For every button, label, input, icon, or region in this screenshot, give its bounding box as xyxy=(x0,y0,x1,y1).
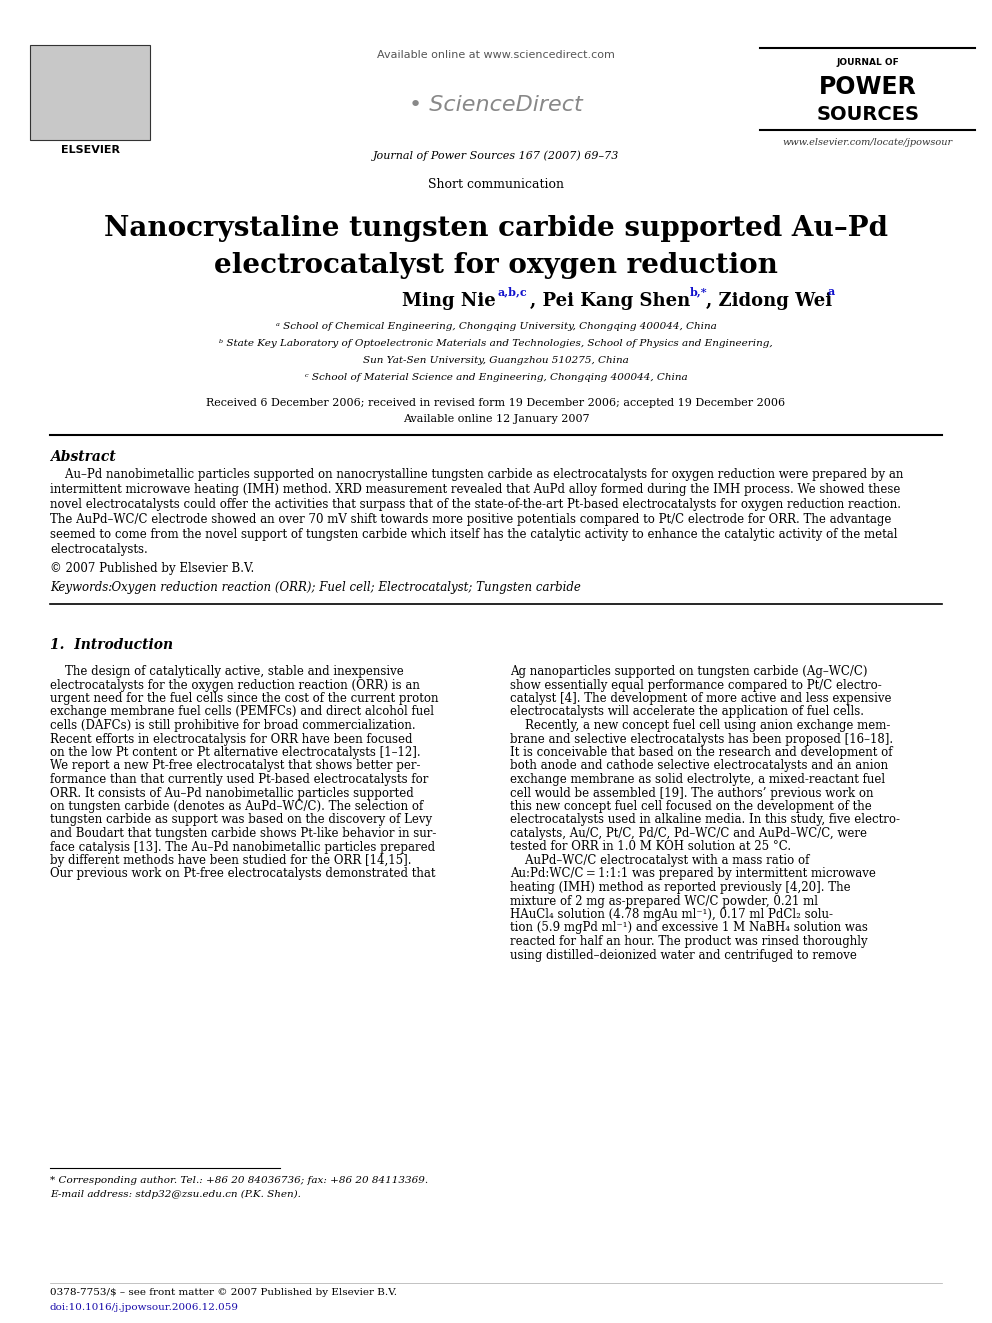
Text: • ScienceDirect: • ScienceDirect xyxy=(409,95,583,115)
Text: cell would be assembled [19]. The authors’ previous work on: cell would be assembled [19]. The author… xyxy=(510,786,874,799)
Text: face catalysis [13]. The Au–Pd nanobimetallic particles prepared: face catalysis [13]. The Au–Pd nanobimet… xyxy=(50,840,435,853)
Text: Received 6 December 2006; received in revised form 19 December 2006; accepted 19: Received 6 December 2006; received in re… xyxy=(206,398,786,407)
Text: The AuPd–WC/C electrode showed an over 70 mV shift towards more positive potenti: The AuPd–WC/C electrode showed an over 7… xyxy=(50,513,892,527)
Text: Abstract: Abstract xyxy=(50,450,116,464)
Text: ᶜ School of Material Science and Engineering, Chongqing 400044, China: ᶜ School of Material Science and Enginee… xyxy=(305,373,687,382)
Text: ᵃ School of Chemical Engineering, Chongqing University, Chongqing 400044, China: ᵃ School of Chemical Engineering, Chongq… xyxy=(276,321,716,331)
Text: using distilled–deionized water and centrifuged to remove: using distilled–deionized water and cent… xyxy=(510,949,857,962)
Text: ᵇ State Key Laboratory of Optoelectronic Materials and Technologies, School of P: ᵇ State Key Laboratory of Optoelectronic… xyxy=(219,339,773,348)
Text: formance than that currently used Pt-based electrocatalysts for: formance than that currently used Pt-bas… xyxy=(50,773,429,786)
Text: © 2007 Published by Elsevier B.V.: © 2007 Published by Elsevier B.V. xyxy=(50,562,254,576)
Bar xyxy=(30,45,150,140)
Text: catalyst [4]. The development of more active and less expensive: catalyst [4]. The development of more ac… xyxy=(510,692,892,705)
Text: novel electrocatalysts could offer the activities that surpass that of the state: novel electrocatalysts could offer the a… xyxy=(50,497,901,511)
Text: tion (5.9 mgPd ml⁻¹) and excessive 1 M NaBH₄ solution was: tion (5.9 mgPd ml⁻¹) and excessive 1 M N… xyxy=(510,922,868,934)
Text: ELSEVIER: ELSEVIER xyxy=(61,146,119,155)
Text: heating (IMH) method as reported previously [4,20]. The: heating (IMH) method as reported previou… xyxy=(510,881,850,894)
Text: Sun Yat-Sen University, Guangzhou 510275, China: Sun Yat-Sen University, Guangzhou 510275… xyxy=(363,356,629,365)
Text: POWER: POWER xyxy=(819,75,917,99)
Text: SOURCES: SOURCES xyxy=(816,105,920,124)
Text: ORR. It consists of Au–Pd nanobimetallic particles supported: ORR. It consists of Au–Pd nanobimetallic… xyxy=(50,786,414,799)
Text: Ming Nie: Ming Nie xyxy=(402,292,496,310)
Text: reacted for half an hour. The product was rinsed thoroughly: reacted for half an hour. The product wa… xyxy=(510,935,868,949)
Text: It is conceivable that based on the research and development of: It is conceivable that based on the rese… xyxy=(510,746,893,759)
Text: HAuCl₄ solution (4.78 mgAu ml⁻¹), 0.17 ml PdCl₂ solu-: HAuCl₄ solution (4.78 mgAu ml⁻¹), 0.17 m… xyxy=(510,908,833,921)
Text: The design of catalytically active, stable and inexpensive: The design of catalytically active, stab… xyxy=(50,665,404,677)
Text: brane and selective electrocatalysts has been proposed [16–18].: brane and selective electrocatalysts has… xyxy=(510,733,893,745)
Text: b,*: b,* xyxy=(690,286,707,296)
Text: Recent efforts in electrocatalysis for ORR have been focused: Recent efforts in electrocatalysis for O… xyxy=(50,733,413,745)
Text: 0378-7753/$ – see front matter © 2007 Published by Elsevier B.V.: 0378-7753/$ – see front matter © 2007 Pu… xyxy=(50,1289,397,1297)
Text: tungsten carbide as support was based on the discovery of Levy: tungsten carbide as support was based on… xyxy=(50,814,433,827)
Text: a,b,c: a,b,c xyxy=(497,286,527,296)
Text: exchange membrane as solid electrolyte, a mixed-reactant fuel: exchange membrane as solid electrolyte, … xyxy=(510,773,885,786)
Text: Short communication: Short communication xyxy=(428,179,564,191)
Text: this new concept fuel cell focused on the development of the: this new concept fuel cell focused on th… xyxy=(510,800,872,814)
Text: , Zidong Wei: , Zidong Wei xyxy=(706,292,832,310)
Text: both anode and cathode selective electrocatalysts and an anion: both anode and cathode selective electro… xyxy=(510,759,888,773)
Text: exchange membrane fuel cells (PEMFCs) and direct alcohol fuel: exchange membrane fuel cells (PEMFCs) an… xyxy=(50,705,434,718)
Text: electrocatalyst for oxygen reduction: electrocatalyst for oxygen reduction xyxy=(214,251,778,279)
Text: * Corresponding author. Tel.: +86 20 84036736; fax: +86 20 84113369.: * Corresponding author. Tel.: +86 20 840… xyxy=(50,1176,429,1185)
Text: , Pei Kang Shen: , Pei Kang Shen xyxy=(530,292,690,310)
Text: AuPd–WC/C electrocatalyst with a mass ratio of: AuPd–WC/C electrocatalyst with a mass ra… xyxy=(510,855,809,867)
Text: Oxygen reduction reaction (ORR); Fuel cell; Electrocatalyst; Tungsten carbide: Oxygen reduction reaction (ORR); Fuel ce… xyxy=(104,581,581,594)
Text: mixture of 2 mg as-prepared WC/C powder, 0.21 ml: mixture of 2 mg as-prepared WC/C powder,… xyxy=(510,894,818,908)
Text: catalysts, Au/C, Pt/C, Pd/C, Pd–WC/C and AuPd–WC/C, were: catalysts, Au/C, Pt/C, Pd/C, Pd–WC/C and… xyxy=(510,827,867,840)
Text: and Boudart that tungsten carbide shows Pt-like behavior in sur-: and Boudart that tungsten carbide shows … xyxy=(50,827,436,840)
Text: a: a xyxy=(828,286,835,296)
Text: Au:Pd:WC/C = 1:1:1 was prepared by intermittent microwave: Au:Pd:WC/C = 1:1:1 was prepared by inter… xyxy=(510,868,876,881)
Text: tested for ORR in 1.0 M KOH solution at 25 °C.: tested for ORR in 1.0 M KOH solution at … xyxy=(510,840,792,853)
Text: doi:10.1016/j.jpowsour.2006.12.059: doi:10.1016/j.jpowsour.2006.12.059 xyxy=(50,1303,239,1312)
Text: by different methods have been studied for the ORR [14,15].: by different methods have been studied f… xyxy=(50,855,412,867)
Text: Au–Pd nanobimetallic particles supported on nanocrystalline tungsten carbide as : Au–Pd nanobimetallic particles supported… xyxy=(50,468,904,482)
Text: Keywords:: Keywords: xyxy=(50,581,112,594)
Text: Available online 12 January 2007: Available online 12 January 2007 xyxy=(403,414,589,423)
Text: electrocatalysts for the oxygen reduction reaction (ORR) is an: electrocatalysts for the oxygen reductio… xyxy=(50,679,420,692)
Text: E-mail address: stdp32@zsu.edu.cn (P.K. Shen).: E-mail address: stdp32@zsu.edu.cn (P.K. … xyxy=(50,1189,301,1199)
Text: 1.  Introduction: 1. Introduction xyxy=(50,638,174,652)
Text: intermittent microwave heating (IMH) method. XRD measurement revealed that AuPd : intermittent microwave heating (IMH) met… xyxy=(50,483,901,496)
Text: urgent need for the fuel cells since the cost of the current proton: urgent need for the fuel cells since the… xyxy=(50,692,438,705)
Text: Recently, a new concept fuel cell using anion exchange mem-: Recently, a new concept fuel cell using … xyxy=(510,718,891,732)
Text: electrocatalysts will accelerate the application of fuel cells.: electrocatalysts will accelerate the app… xyxy=(510,705,864,718)
Text: on tungsten carbide (denotes as AuPd–WC/C). The selection of: on tungsten carbide (denotes as AuPd–WC/… xyxy=(50,800,424,814)
Text: electrocatalysts.: electrocatalysts. xyxy=(50,542,148,556)
Text: Our previous work on Pt-free electrocatalysts demonstrated that: Our previous work on Pt-free electrocata… xyxy=(50,868,435,881)
Text: Journal of Power Sources 167 (2007) 69–73: Journal of Power Sources 167 (2007) 69–7… xyxy=(373,149,619,160)
Text: show essentially equal performance compared to Pt/C electro-: show essentially equal performance compa… xyxy=(510,679,882,692)
Text: electrocatalysts used in alkaline media. In this study, five electro-: electrocatalysts used in alkaline media.… xyxy=(510,814,900,827)
Text: Ag nanoparticles supported on tungsten carbide (Ag–WC/C): Ag nanoparticles supported on tungsten c… xyxy=(510,665,867,677)
Text: JOURNAL OF: JOURNAL OF xyxy=(836,58,900,67)
Text: cells (DAFCs) is still prohibitive for broad commercialization.: cells (DAFCs) is still prohibitive for b… xyxy=(50,718,416,732)
Text: We report a new Pt-free electrocatalyst that shows better per-: We report a new Pt-free electrocatalyst … xyxy=(50,759,421,773)
Text: on the low Pt content or Pt alternative electrocatalysts [1–12].: on the low Pt content or Pt alternative … xyxy=(50,746,421,759)
Text: Nanocrystaline tungsten carbide supported Au–Pd: Nanocrystaline tungsten carbide supporte… xyxy=(104,216,888,242)
Text: Available online at www.sciencedirect.com: Available online at www.sciencedirect.co… xyxy=(377,50,615,60)
Text: seemed to come from the novel support of tungsten carbide which itself has the c: seemed to come from the novel support of… xyxy=(50,528,898,541)
Text: www.elsevier.com/locate/jpowsour: www.elsevier.com/locate/jpowsour xyxy=(783,138,953,147)
